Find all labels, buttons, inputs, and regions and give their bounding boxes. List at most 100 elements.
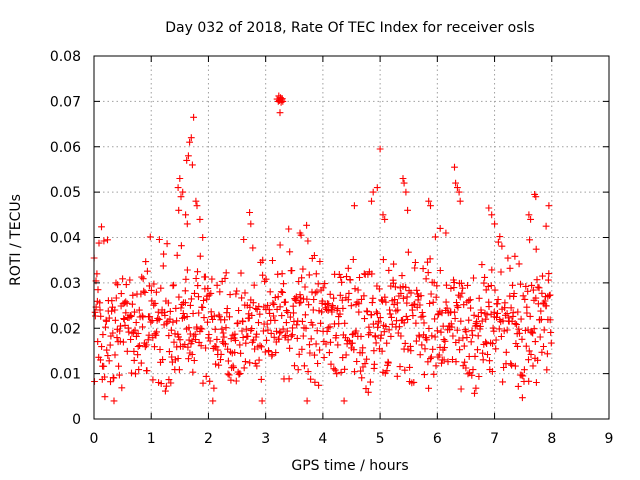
data-point xyxy=(294,366,302,374)
data-point xyxy=(535,284,543,292)
data-point xyxy=(183,313,191,320)
data-point xyxy=(357,333,365,340)
data-point xyxy=(303,397,311,405)
data-point xyxy=(136,342,143,349)
data-point xyxy=(365,323,373,331)
data-point xyxy=(349,256,357,263)
data-point xyxy=(301,362,308,370)
data-point xyxy=(492,345,500,353)
data-point xyxy=(543,366,551,374)
data-point xyxy=(199,379,207,387)
data-point xyxy=(113,334,121,341)
data-point xyxy=(96,306,104,314)
data-point xyxy=(264,326,272,334)
data-point xyxy=(202,344,209,352)
data-point xyxy=(212,360,219,368)
data-point xyxy=(437,328,445,336)
data-point xyxy=(494,310,501,317)
data-point xyxy=(459,284,466,292)
data-point xyxy=(205,331,213,338)
data-point xyxy=(285,375,293,383)
data-point xyxy=(219,329,227,337)
data-point xyxy=(399,175,407,182)
data-point xyxy=(326,349,333,356)
data-point xyxy=(478,261,486,268)
data-point xyxy=(538,289,546,297)
data-point xyxy=(357,367,364,375)
data-point xyxy=(297,231,305,239)
data-point xyxy=(490,327,498,335)
data-point xyxy=(374,310,381,317)
data-point xyxy=(526,313,534,320)
data-point xyxy=(235,370,243,378)
data-point xyxy=(161,312,169,319)
data-point xyxy=(184,343,192,351)
data-point xyxy=(291,296,299,304)
data-point xyxy=(327,360,335,368)
data-point xyxy=(153,288,160,296)
data-point xyxy=(280,280,287,288)
data-point xyxy=(388,320,396,328)
y-tick-labels: 0 0.01 0.02 0.03 0.04 0.05 0.06 0.07 0.08 xyxy=(50,49,81,428)
data-point xyxy=(232,290,240,298)
data-point xyxy=(458,279,465,287)
data-point xyxy=(509,281,516,289)
data-point xyxy=(311,351,318,359)
data-point xyxy=(480,279,488,287)
data-point xyxy=(340,397,348,405)
data-point xyxy=(303,295,311,303)
data-point xyxy=(513,321,520,328)
data-point xyxy=(532,245,540,253)
data-point xyxy=(245,310,253,318)
data-point xyxy=(168,326,175,334)
data-point xyxy=(141,289,149,296)
data-point xyxy=(316,346,323,354)
data-point xyxy=(355,300,363,308)
x-tick-label: 7 xyxy=(490,431,499,447)
data-point xyxy=(452,179,459,187)
data-point xyxy=(506,264,514,272)
data-point xyxy=(547,339,555,347)
data-point xyxy=(138,312,146,320)
data-point xyxy=(194,268,201,276)
data-point xyxy=(336,310,344,318)
data-point xyxy=(385,267,393,274)
data-point xyxy=(507,360,515,368)
data-point xyxy=(388,314,395,321)
data-point xyxy=(335,320,343,328)
data-point xyxy=(379,211,387,219)
x-tick-label: 1 xyxy=(147,431,156,447)
data-point xyxy=(503,310,511,317)
data-point xyxy=(401,366,409,374)
data-point xyxy=(96,299,104,307)
data-point xyxy=(501,299,509,307)
data-point xyxy=(491,220,498,228)
data-point xyxy=(275,92,283,100)
data-point xyxy=(266,288,274,296)
data-point xyxy=(354,286,362,294)
data-point xyxy=(379,297,386,305)
data-point xyxy=(143,341,150,349)
data-point xyxy=(156,236,163,243)
data-points xyxy=(90,92,555,405)
data-point xyxy=(538,316,545,323)
data-point xyxy=(361,360,369,367)
data-point xyxy=(288,267,296,274)
data-point xyxy=(407,289,415,297)
data-point xyxy=(232,337,239,344)
data-point xyxy=(364,308,371,316)
data-point xyxy=(227,376,235,384)
data-point xyxy=(117,290,125,297)
data-point xyxy=(449,356,456,363)
data-point xyxy=(216,313,223,321)
data-point xyxy=(324,324,332,332)
data-point xyxy=(453,299,460,306)
data-point xyxy=(337,369,345,376)
data-point xyxy=(103,346,111,354)
data-point xyxy=(190,357,198,364)
grid xyxy=(94,56,609,419)
data-point xyxy=(237,349,244,357)
data-point xyxy=(538,348,546,356)
data-point xyxy=(461,358,468,366)
data-point xyxy=(162,387,169,395)
